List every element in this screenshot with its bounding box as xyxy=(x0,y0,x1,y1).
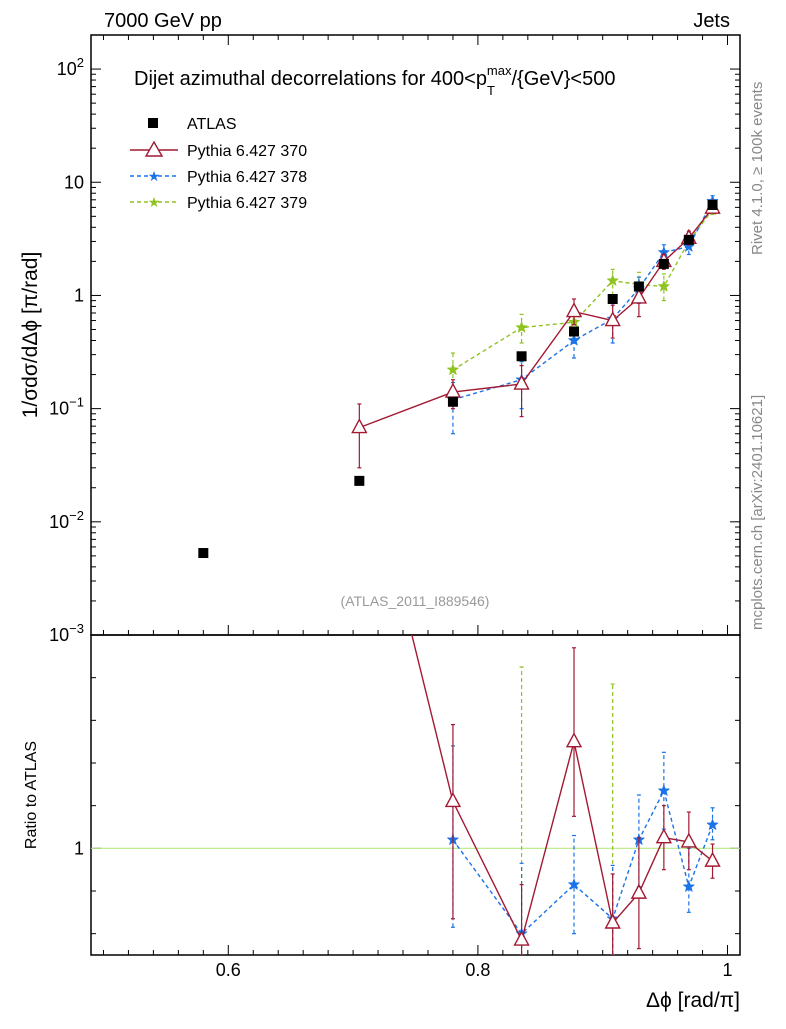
legend-marker-379: ★ xyxy=(148,194,161,210)
y-tick-label: 10−2 xyxy=(49,508,84,532)
y-tick-label: 1 xyxy=(74,285,84,305)
ratio-marks xyxy=(411,635,721,955)
legend-label-370: Pythia 6.427 370 xyxy=(187,143,307,160)
x-axis-label: Δϕ [rad/π] xyxy=(646,989,740,1012)
x-tick-label: 1 xyxy=(723,960,733,980)
atlas-data-point xyxy=(658,258,669,269)
legend-marker-atlas xyxy=(148,118,158,128)
series-point-1 xyxy=(604,311,621,327)
ratio-point-1 xyxy=(604,913,621,929)
series-line-3 xyxy=(452,209,714,371)
series-point-1 xyxy=(513,374,530,390)
mcplots-label: mcplots.cern.ch [arXiv:2401.10621] xyxy=(749,395,766,630)
atlas-data-point xyxy=(198,548,209,559)
atlas-data-point xyxy=(447,396,458,407)
atlas-data-point xyxy=(516,351,527,362)
y-tick-label: 10−3 xyxy=(49,621,84,645)
data-marks xyxy=(91,194,740,955)
series-point-2 xyxy=(567,333,581,346)
analysis-watermark: (ATLAS_2011_I889546) xyxy=(341,593,490,609)
series-point-1 xyxy=(351,418,368,434)
legend-label-378: Pythia 6.427 378 xyxy=(187,169,307,186)
atlas-data-point xyxy=(354,475,365,486)
series-line-1 xyxy=(359,207,714,429)
legend-label-379: Pythia 6.427 379 xyxy=(187,195,307,212)
rivet-label: Rivet 4.1.0, ≥ 100k events xyxy=(749,82,766,255)
ratio-point-1 xyxy=(565,732,583,748)
series-point-3 xyxy=(515,320,528,333)
series-point-3 xyxy=(657,279,671,292)
ratio-point-1 xyxy=(680,832,698,848)
x-tick-label: 0.8 xyxy=(465,960,490,980)
ratio-y-axis-label: Ratio to ATLAS xyxy=(23,741,40,849)
series-point-1 xyxy=(565,302,583,318)
series-point-1 xyxy=(444,382,462,398)
legend: ATLAS Pythia 6.427 370 ★ Pythia 6.427 37… xyxy=(130,116,307,212)
y-tick-label: 10−1 xyxy=(49,395,84,419)
y-tick-label: 10 xyxy=(64,172,84,192)
ratio-point-1 xyxy=(444,791,462,808)
x-tick-label: 0.6 xyxy=(216,960,241,980)
ratio-point-1 xyxy=(630,883,648,899)
ratio-point-2 xyxy=(657,783,671,797)
series-point-1 xyxy=(630,288,648,304)
legend-marker-370 xyxy=(144,140,164,157)
chart-title: Dijet azimuthal decorrelations for 400<p… xyxy=(134,63,615,98)
atlas-data-point xyxy=(707,199,718,210)
header-jets: Jets xyxy=(693,10,730,32)
y-tick-label: 102 xyxy=(57,55,84,79)
ratio-point-2 xyxy=(706,818,719,831)
atlas-data-point xyxy=(607,294,618,305)
atlas-data-point xyxy=(683,234,694,245)
title-suffix: /{GeV}<500 xyxy=(511,68,615,90)
legend-label-atlas: ATLAS xyxy=(187,116,237,133)
ratio-point-2 xyxy=(682,879,696,893)
y-axis-label: 1/σdσ/dΔϕ [π/rad] xyxy=(19,252,42,419)
axis-ticks: 0.6 0.8 1 10−3 10−2 10−1 1 10 102 1 xyxy=(49,34,740,980)
ratio-point-2 xyxy=(567,877,581,891)
ratio-point-1 xyxy=(513,930,530,946)
atlas-data-point xyxy=(569,326,580,337)
ratio-plot-frame xyxy=(90,634,741,956)
title-superscript: max xyxy=(487,63,512,78)
ratio-tick-label: 1 xyxy=(74,838,84,858)
legend-marker-378: ★ xyxy=(148,168,161,184)
series-line-2 xyxy=(452,200,714,401)
ratio-point-1 xyxy=(655,828,673,844)
title-subscript: T xyxy=(487,83,495,98)
ratio-point-1 xyxy=(704,851,721,867)
ratio-line-1 xyxy=(411,635,713,943)
series-point-3 xyxy=(446,363,460,376)
atlas-data-point xyxy=(633,281,644,292)
header-energy: 7000 GeV pp xyxy=(104,10,222,32)
ratio-line-2 xyxy=(452,788,714,935)
series-point-3 xyxy=(606,273,620,287)
title-prefix: Dijet azimuthal decorrelations for 400<p xyxy=(134,68,487,90)
